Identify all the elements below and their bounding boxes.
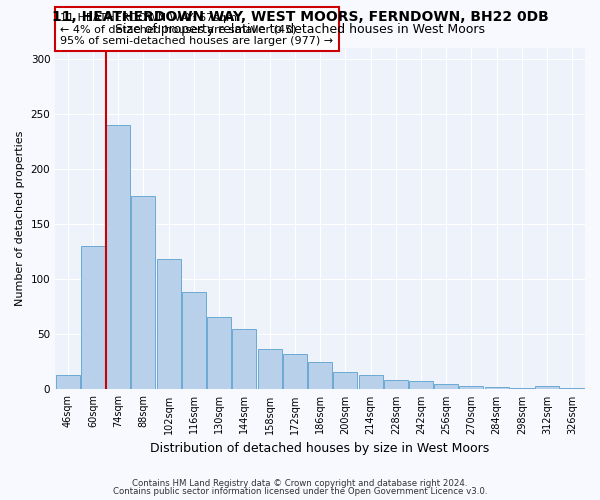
Bar: [81, 246, 105, 390]
Bar: [434, 384, 458, 390]
Bar: [106, 124, 130, 390]
Bar: [334, 372, 357, 390]
X-axis label: Distribution of detached houses by size in West Moors: Distribution of detached houses by size …: [151, 442, 490, 455]
Bar: [232, 329, 256, 390]
Bar: [131, 196, 155, 390]
Bar: [510, 388, 534, 390]
Bar: [257, 348, 281, 390]
Bar: [359, 375, 383, 390]
Text: Contains public sector information licensed under the Open Government Licence v3: Contains public sector information licen…: [113, 487, 487, 496]
Bar: [560, 388, 584, 390]
Text: Size of property relative to detached houses in West Moors: Size of property relative to detached ho…: [115, 22, 485, 36]
Y-axis label: Number of detached properties: Number of detached properties: [15, 131, 25, 306]
Bar: [384, 380, 408, 390]
Bar: [182, 292, 206, 390]
Text: Contains HM Land Registry data © Crown copyright and database right 2024.: Contains HM Land Registry data © Crown c…: [132, 478, 468, 488]
Bar: [535, 386, 559, 390]
Text: 11, HEATHERDOWN WAY, WEST MOORS, FERNDOWN, BH22 0DB: 11, HEATHERDOWN WAY, WEST MOORS, FERNDOW…: [52, 10, 548, 24]
Bar: [56, 375, 80, 390]
Bar: [207, 316, 231, 390]
Bar: [283, 354, 307, 390]
Bar: [308, 362, 332, 390]
Bar: [485, 387, 509, 390]
Bar: [157, 260, 181, 390]
Bar: [460, 386, 484, 390]
Bar: [409, 380, 433, 390]
Text: 11 HEATHERDOWN WAY: 67sqm
← 4% of detached houses are smaller (45)
95% of semi-d: 11 HEATHERDOWN WAY: 67sqm ← 4% of detach…: [61, 12, 334, 46]
